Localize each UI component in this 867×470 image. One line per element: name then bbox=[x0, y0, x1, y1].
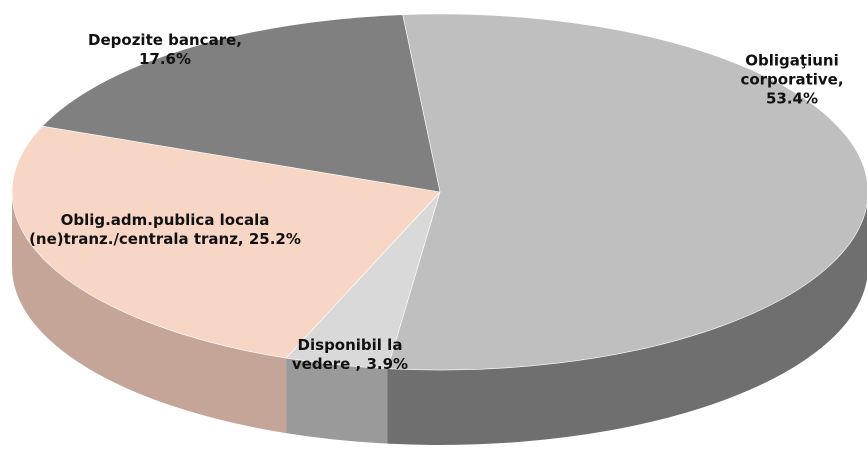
slice bbox=[41, 14, 441, 193]
data-label: Disponibil la vedere , 3.9% bbox=[291, 336, 409, 373]
slice-side bbox=[12, 192, 287, 434]
slice bbox=[11, 125, 441, 359]
slice-side bbox=[286, 358, 388, 444]
slice-side bbox=[387, 203, 867, 445]
data-label: Oblig.adm.publica locala (ne)tranz./cent… bbox=[29, 211, 301, 248]
data-label: Obligaţiuni corporative, 53.4% bbox=[740, 51, 844, 108]
slice bbox=[387, 13, 867, 371]
data-label: Depozite bancare, 17.6% bbox=[88, 31, 242, 68]
